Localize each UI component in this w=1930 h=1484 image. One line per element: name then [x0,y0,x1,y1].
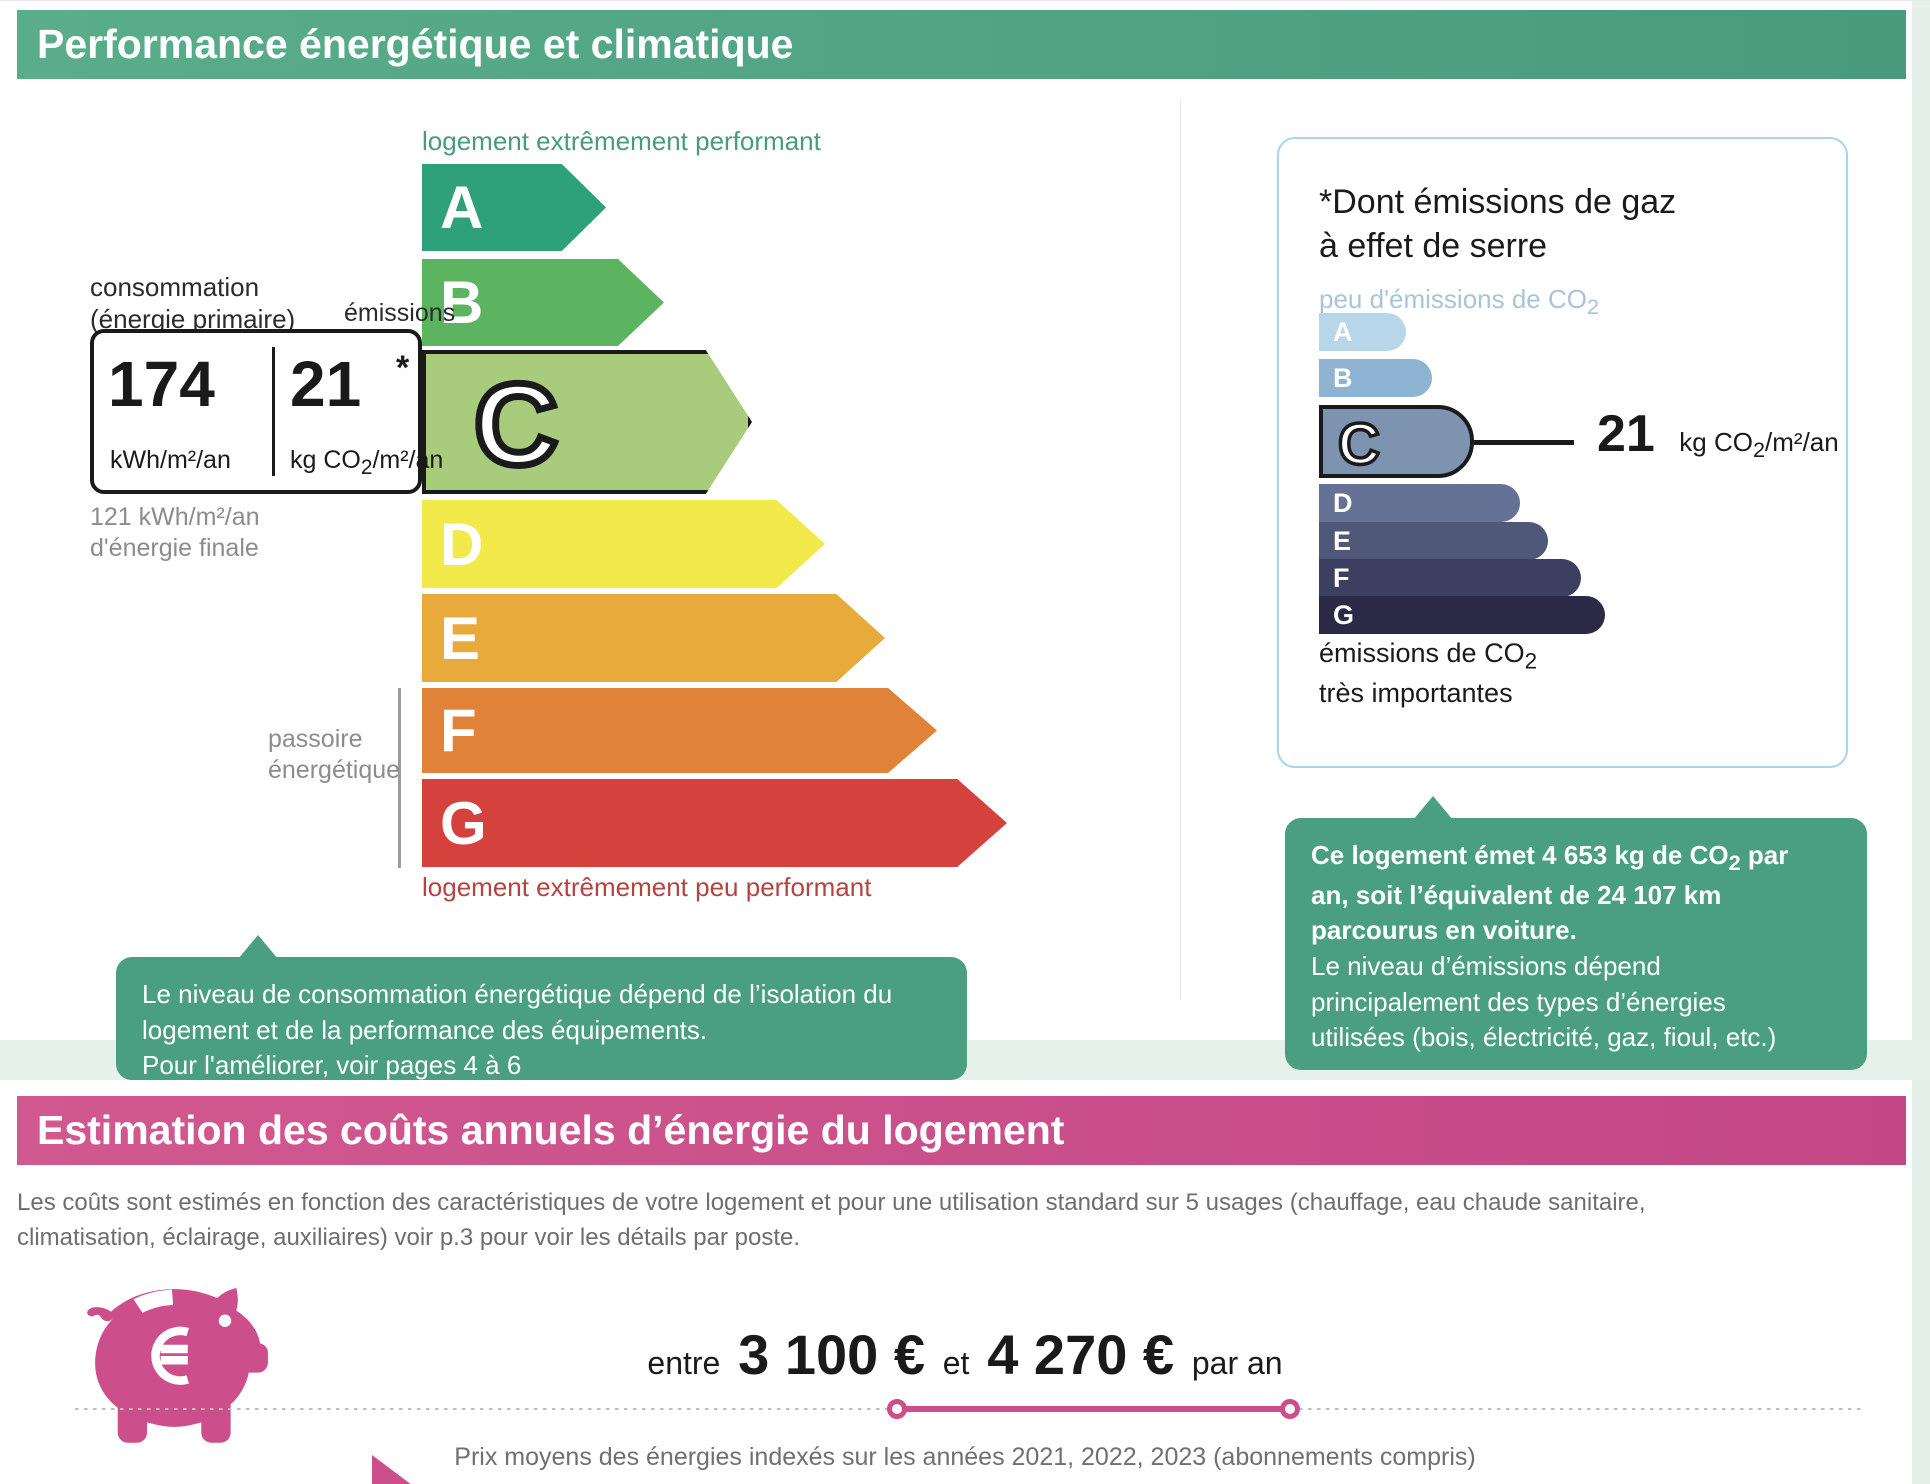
svg-text:C: C [1338,412,1380,476]
svg-text:C: C [474,359,558,489]
